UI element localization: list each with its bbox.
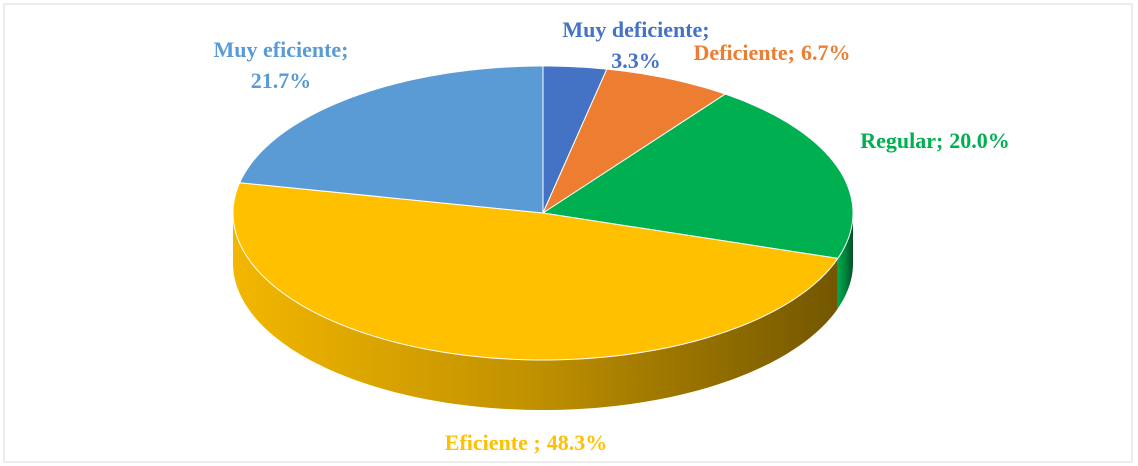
label-category: Muy deficiente; [562,17,709,42]
label-value: 21.7% [251,68,312,93]
data-label: Muy deficiente; 3.3% [562,17,709,73]
slice-side-shade [233,213,838,410]
slice [541,93,854,259]
slice [541,68,727,215]
label-value: 3.3% [611,48,661,73]
label-value: 6.7% [801,40,851,65]
label-category: Deficiente; [694,40,795,65]
slice [238,65,544,214]
label-category: Eficiente ; [445,430,541,455]
slice [232,182,839,361]
data-label: Deficiente; 6.7% [694,40,851,65]
data-label: Muy eficiente; 21.7% [214,37,349,93]
label-value: 48.3% [547,430,608,455]
label-category: Regular; [860,128,943,153]
data-label: Eficiente ; 48.3% [445,430,607,455]
data-label: Regular; 20.0% [860,128,1010,153]
label-value: 20.0% [949,128,1010,153]
label-category: Muy eficiente; [214,37,349,62]
